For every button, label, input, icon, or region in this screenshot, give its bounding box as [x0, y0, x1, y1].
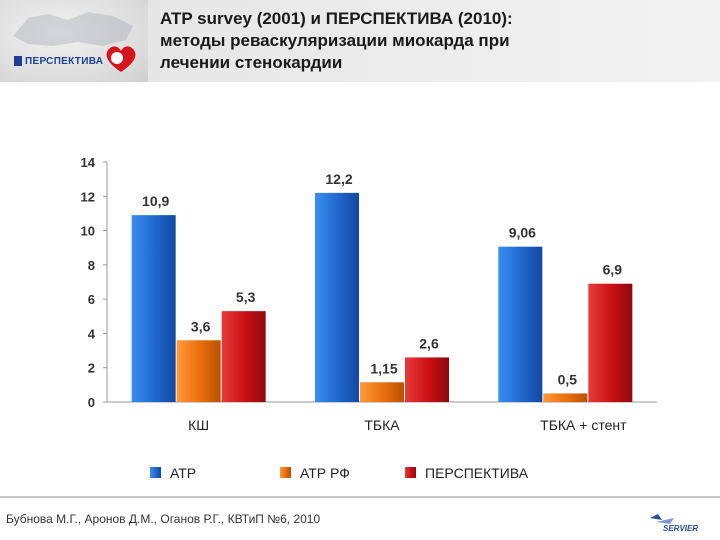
data-label: 9,06 — [509, 225, 536, 241]
data-label: 0,5 — [558, 371, 578, 387]
logo-text: ПЕРСПЕКТИВА — [25, 56, 104, 67]
map-icon — [13, 12, 133, 46]
y-tick-label: 4 — [88, 326, 96, 341]
data-label: 6,9 — [603, 262, 623, 278]
bar — [221, 311, 266, 402]
legend-swatch — [150, 467, 161, 478]
category-label: ТБКА — [364, 417, 400, 433]
heart-icon — [106, 46, 136, 72]
logo: ПЕРСПЕКТИВА — [0, 0, 148, 82]
legend-label: АТР РФ — [300, 465, 350, 481]
chart-bars: 10,9 3,6 5,3 КШ 12,2 1,15 2,6 ТБКА 9,06 0,5 6,9 ТБК… — [131, 171, 633, 433]
y-tick-label: 8 — [88, 258, 95, 273]
data-label: 5,3 — [236, 289, 256, 305]
category-label: КШ — [188, 417, 209, 433]
bar — [543, 393, 588, 402]
bar — [498, 246, 543, 402]
legend-label: АТР — [170, 465, 196, 481]
legend-swatch — [405, 467, 416, 478]
title-line-3: лечении стенокардии — [160, 53, 343, 72]
bar-chart: 0 2 4 6 8 10 12 14 10,9 3,6 5,3 КШ 12,2 1,15 2,6 ТБКА 9… — [81, 155, 657, 481]
citation: Бубнова М.Г., Аронов Д.М., Оганов Р.Г., … — [6, 512, 321, 526]
legend-swatch — [280, 467, 291, 478]
y-tick-label: 6 — [88, 292, 95, 307]
y-tick-label: 10 — [81, 224, 95, 239]
bar — [588, 283, 633, 402]
bar — [176, 340, 221, 402]
servier-brand: SERVIER — [663, 524, 699, 533]
data-label: 1,15 — [370, 360, 397, 376]
data-label: 2,6 — [419, 335, 439, 351]
category-label: ТБКА + стент — [540, 417, 627, 433]
page-title: ATP survey (2001) и ПЕРСПЕКТИВА (2010): … — [160, 8, 700, 74]
bar — [315, 192, 359, 402]
title-line-2: методы реваскуляризации миокарда при — [160, 31, 510, 50]
bar — [405, 357, 449, 402]
data-label: 10,9 — [142, 193, 169, 209]
chart-legend: АТР АТР РФ ПЕРСПЕКТИВА — [150, 465, 529, 481]
data-label: 3,6 — [191, 318, 211, 334]
footer-divider — [0, 496, 720, 498]
legend-label: ПЕРСПЕКТИВА — [425, 465, 529, 481]
y-tick-label: 2 — [88, 361, 95, 376]
bar — [131, 215, 176, 402]
servier-logo-icon — [650, 514, 674, 524]
y-tick-label: 12 — [81, 189, 95, 204]
bar — [360, 382, 404, 402]
title-line-1: ATP survey (2001) и ПЕРСПЕКТИВА (2010): — [160, 9, 513, 28]
data-label: 12,2 — [325, 171, 352, 187]
y-tick-label: 0 — [88, 395, 95, 410]
logo-square-icon — [14, 56, 22, 66]
y-tick-label: 14 — [81, 155, 96, 170]
